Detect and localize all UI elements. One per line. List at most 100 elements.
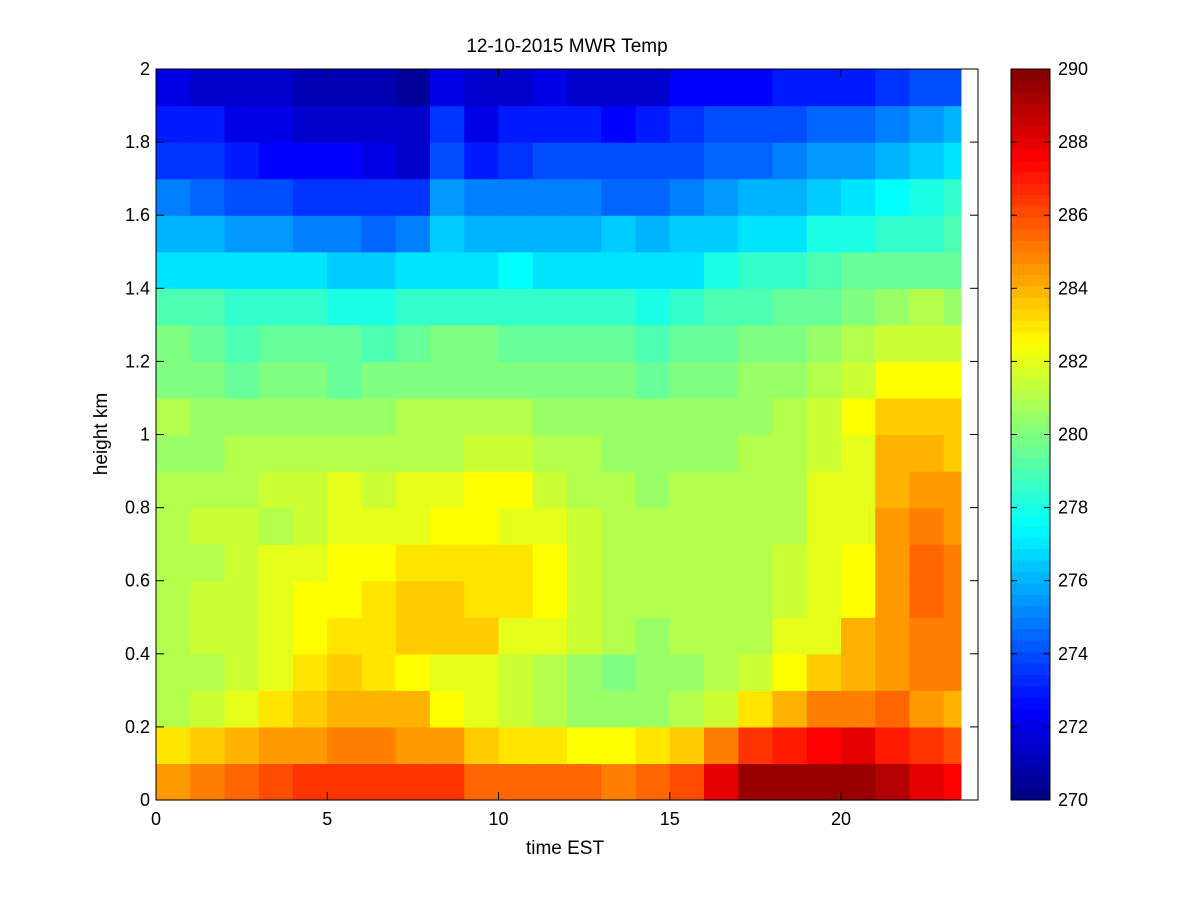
heatmap-cell	[498, 580, 534, 618]
heatmap-cell	[464, 105, 500, 143]
heatmap-cell	[909, 544, 945, 582]
heatmap-cell	[293, 324, 328, 362]
heatmap-cell	[327, 617, 363, 655]
heatmap-cell	[601, 397, 637, 436]
colorbar-band	[1011, 560, 1050, 573]
heatmap-cell	[738, 434, 774, 472]
heatmap-cell	[430, 251, 465, 289]
heatmap-cell	[635, 544, 671, 582]
heatmap-cell	[601, 507, 637, 545]
heatmap-cell	[875, 544, 911, 582]
heatmap-cell	[772, 324, 808, 362]
heatmap-cell	[464, 178, 500, 216]
colorbar-band	[1011, 640, 1050, 653]
heatmap-cell	[532, 763, 568, 801]
heatmap-cell	[875, 726, 911, 765]
heatmap-cell	[738, 690, 774, 728]
heatmap-cell	[772, 251, 808, 289]
colorbar-band	[1011, 365, 1050, 378]
heatmap-cell	[156, 434, 191, 472]
heatmap-cell	[224, 69, 260, 107]
heatmap-cell	[361, 288, 397, 326]
heatmap-cell	[841, 544, 876, 582]
heatmap-cell	[156, 617, 191, 655]
heatmap-cell	[430, 178, 465, 216]
heatmap-cell	[841, 726, 876, 765]
heatmap-cell	[669, 544, 705, 582]
heatmap-cell	[669, 215, 705, 253]
heatmap-cell	[704, 471, 739, 509]
heatmap-cell	[258, 544, 294, 582]
heatmap-cell	[943, 690, 962, 728]
heatmap-cell	[498, 653, 534, 691]
colorbar-band	[1011, 206, 1050, 218]
heatmap-cell	[327, 324, 363, 362]
colorbar-band	[1011, 388, 1050, 401]
heatmap-cell	[327, 142, 363, 180]
heatmap-cell	[567, 690, 602, 728]
colorbar-band	[1011, 251, 1050, 264]
heatmap-cell	[841, 105, 876, 143]
heatmap-cell	[190, 397, 226, 436]
heatmap-cell	[772, 361, 808, 399]
heatmap-cell	[567, 434, 602, 472]
heatmap-cell	[772, 434, 808, 472]
heatmap-cell	[943, 215, 962, 253]
heatmap-cell	[635, 397, 671, 436]
heatmap-cell	[395, 471, 431, 509]
colorbar-band	[1011, 171, 1050, 184]
heatmap-cell	[224, 361, 260, 399]
heatmap-cell	[464, 142, 500, 180]
y-tick-label: 1.4	[125, 278, 150, 298]
heatmap-cell	[806, 434, 842, 472]
heatmap-cell	[156, 142, 191, 180]
colorbar-band	[1011, 491, 1050, 504]
heatmap-cell	[806, 397, 842, 436]
heatmap-cell	[361, 580, 397, 618]
heatmap-cell	[704, 763, 739, 801]
heatmap-cell	[601, 471, 637, 509]
heatmap-cell	[909, 105, 945, 143]
heatmap-cell	[738, 544, 774, 582]
heatmap-cell	[532, 215, 568, 253]
heatmap-cell	[806, 580, 842, 618]
heatmap-cell	[669, 361, 705, 399]
heatmap-cell	[806, 690, 842, 728]
heatmap-cell	[156, 726, 191, 765]
heatmap-cell	[293, 215, 328, 253]
heatmap-cell	[327, 507, 363, 545]
heatmap-cell	[395, 105, 431, 143]
heatmap-cell	[601, 617, 637, 655]
heatmap-cell	[567, 178, 602, 216]
heatmap-cell	[875, 178, 911, 216]
heatmap-cell	[738, 580, 774, 618]
heatmap-cell	[464, 507, 500, 545]
heatmap-cell	[258, 215, 294, 253]
heatmap-cell	[190, 251, 226, 289]
heatmap-cell	[430, 653, 465, 691]
heatmap-cell	[669, 617, 705, 655]
heatmap-cell	[361, 178, 397, 216]
heatmap-cell	[224, 653, 260, 691]
heatmap-cell	[875, 471, 911, 509]
heatmap-cell	[635, 653, 671, 691]
heatmap-cell	[943, 105, 962, 143]
heatmap-cell	[772, 142, 808, 180]
heatmap-cell	[738, 471, 774, 509]
heatmap-cell	[361, 397, 397, 436]
heatmap-cell	[601, 434, 637, 472]
colorbar-band	[1011, 320, 1050, 333]
colorbar-band	[1011, 217, 1050, 230]
heatmap-cell	[772, 69, 808, 107]
colorbar-tick-label: 286	[1058, 205, 1088, 225]
heatmap-cell	[601, 178, 637, 216]
colorbar-band	[1011, 411, 1050, 424]
heatmap-cell	[464, 288, 500, 326]
heatmap-cell	[430, 142, 465, 180]
colorbar-band	[1011, 628, 1050, 641]
heatmap-cell	[875, 251, 911, 289]
heatmap-cell	[772, 471, 808, 509]
colorbar-band	[1011, 343, 1050, 356]
colorbar-ticks: 270 272 274 276 278 280 282 284 286 288 290	[1011, 59, 1088, 810]
x-tick-label: 0	[151, 809, 161, 829]
